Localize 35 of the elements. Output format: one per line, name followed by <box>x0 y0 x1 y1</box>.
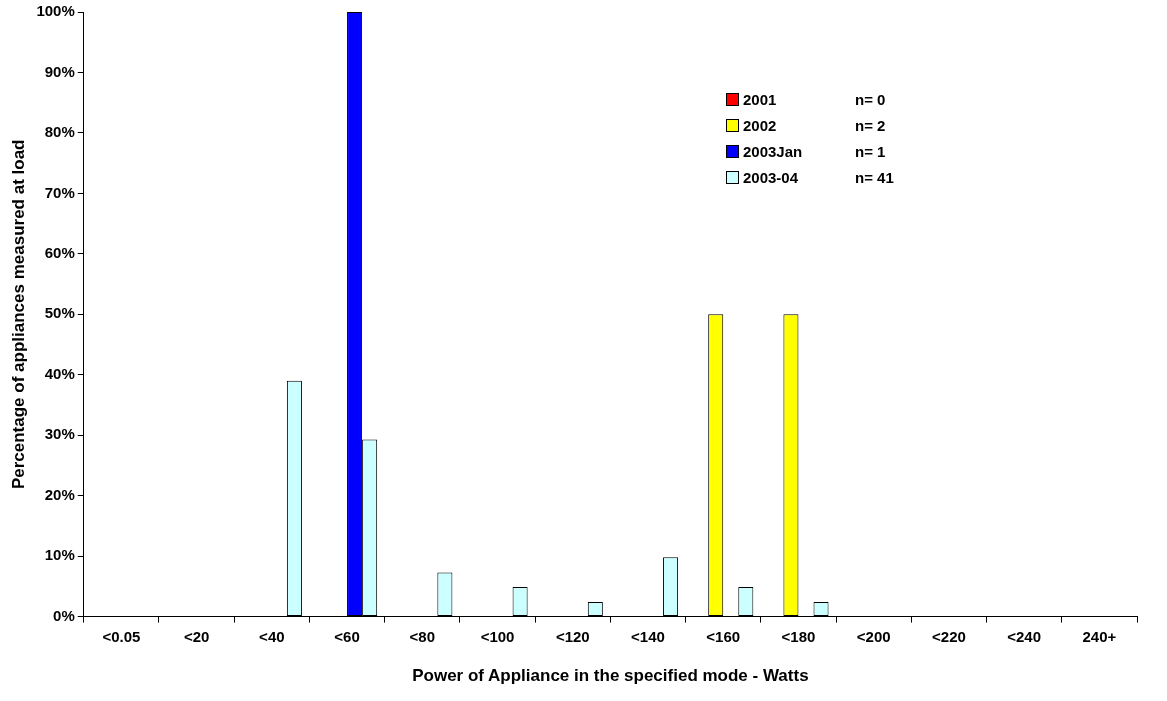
y-tick-label: 30% <box>44 425 75 443</box>
x-tick-label: <60 <box>334 627 360 645</box>
x-tick-label: 240+ <box>1082 627 1117 645</box>
y-tick-label: 40% <box>44 364 75 382</box>
x-tick-label: <160 <box>706 627 741 645</box>
x-tick-label: <120 <box>555 627 590 645</box>
y-axis-title: Percentage of appliances measured at load <box>8 139 28 490</box>
x-tick-label: <220 <box>932 627 966 645</box>
y-tick-label: 50% <box>44 304 75 322</box>
x-tick-label: <180 <box>781 627 816 645</box>
y-tick-label: 100% <box>36 2 75 20</box>
legend-label: 2002 <box>743 116 778 134</box>
y-tick-label: 0% <box>53 606 75 624</box>
x-axis-title: Power of Appliance in the specified mode - Watts <box>412 666 809 686</box>
y-tick-label: 80% <box>44 123 75 141</box>
x-tick-label: <80 <box>409 627 436 645</box>
x-tick-label: <0.05 <box>102 627 141 645</box>
x-tick-label: <20 <box>183 627 210 645</box>
annotation: n= 2 <box>855 116 886 134</box>
x-tick-label: <240 <box>1007 627 1042 645</box>
x-tick-label: <40 <box>259 627 285 645</box>
y-tick-label: 90% <box>44 62 75 80</box>
x-tick-label: <140 <box>631 627 665 645</box>
y-tick-label: 70% <box>44 183 75 201</box>
y-tick-label: 60% <box>44 243 75 261</box>
legend-label: 2001 <box>743 90 778 108</box>
y-tick-label: 20% <box>44 485 75 503</box>
legend-label: 2003Jan <box>743 142 804 160</box>
annotation: n= 41 <box>855 168 894 186</box>
legend-label: 2003-04 <box>743 168 800 186</box>
y-tick-label: 10% <box>44 546 75 564</box>
x-tick-label: <100 <box>480 627 515 645</box>
annotation: n= 0 <box>855 90 886 108</box>
x-tick-label: <200 <box>856 627 891 645</box>
annotation: n= 1 <box>855 142 886 160</box>
